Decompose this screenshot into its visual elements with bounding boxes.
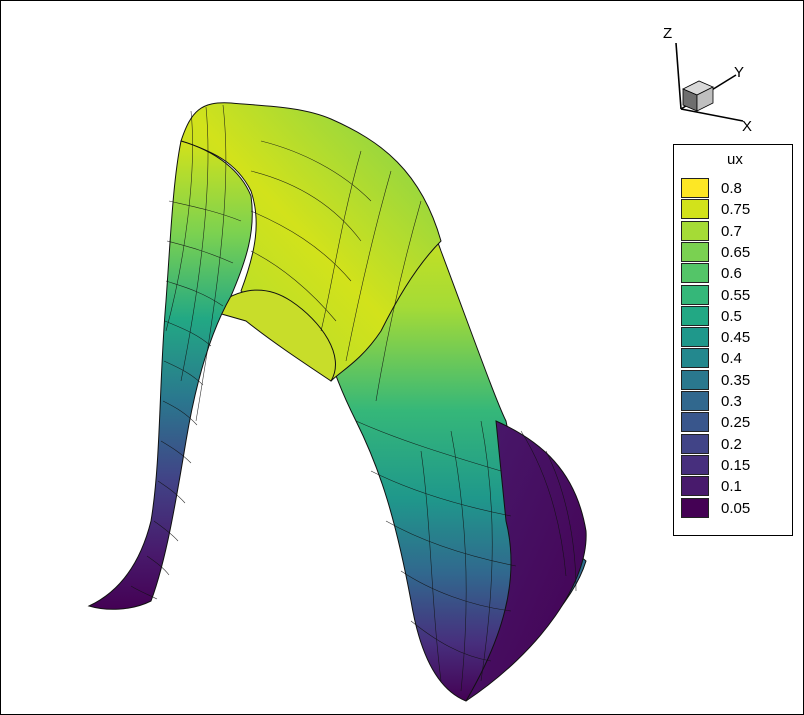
legend-label: 0.75 bbox=[721, 201, 751, 219]
z-axis-label: Z bbox=[663, 25, 672, 42]
orientation-cube-icon bbox=[682, 80, 714, 112]
legend-label: 0.55 bbox=[721, 286, 751, 304]
surface-top-curl bbox=[180, 102, 442, 382]
legend-swatch bbox=[681, 284, 709, 305]
legend-label: 0.25 bbox=[721, 414, 751, 432]
legend-label: 0.6 bbox=[721, 265, 742, 283]
legend-swatch bbox=[681, 391, 709, 411]
legend-swatch bbox=[681, 412, 709, 433]
y-axis-label: Y bbox=[734, 64, 744, 81]
legend-label: 0.35 bbox=[721, 371, 751, 389]
legend-label: 0.5 bbox=[721, 307, 742, 325]
legend-swatch bbox=[681, 220, 709, 241]
legend-swatch bbox=[681, 433, 709, 454]
legend-title: ux bbox=[727, 151, 743, 168]
legend-swatch bbox=[681, 241, 709, 262]
x-axis-line bbox=[680, 108, 744, 122]
legend-label: 0.2 bbox=[721, 435, 742, 453]
x-axis-label: X bbox=[742, 118, 752, 135]
mesh-lines bbox=[130, 104, 577, 692]
orientation-axes: Z Y X bbox=[663, 25, 752, 135]
legend-swatch bbox=[681, 348, 709, 369]
legend-label: 0.4 bbox=[721, 350, 742, 368]
legend-label: 0.65 bbox=[721, 243, 751, 261]
legend-swatch bbox=[681, 476, 709, 497]
surface-left-sheet bbox=[87, 140, 253, 610]
legend-label: 0.3 bbox=[721, 393, 742, 410]
legend-swatch bbox=[681, 497, 709, 518]
surface-inner-fold bbox=[210, 289, 336, 382]
legend-label: 0.15 bbox=[721, 456, 751, 474]
legend-swatch bbox=[681, 454, 709, 475]
legend-label: 0.05 bbox=[721, 499, 751, 517]
legend-swatch bbox=[681, 369, 709, 390]
surface-right-tail bbox=[465, 420, 587, 702]
legend-swatch bbox=[681, 263, 709, 284]
legend-label: 0.45 bbox=[721, 329, 751, 347]
legend-label: 0.1 bbox=[721, 478, 742, 496]
legend-swatch bbox=[681, 199, 709, 220]
legend-swatch bbox=[681, 327, 709, 348]
legend-label: 0.7 bbox=[721, 222, 742, 240]
color-legend: ux 0.8 0.75 0.7 0.65 0.6 0.55 0.5 0.45 0.4 0.35 0.… bbox=[673, 144, 793, 536]
legend-swatch bbox=[681, 178, 709, 198]
legend-label: 0.8 bbox=[721, 180, 742, 197]
z-axis-line bbox=[675, 42, 682, 110]
legend-swatch bbox=[681, 305, 709, 326]
